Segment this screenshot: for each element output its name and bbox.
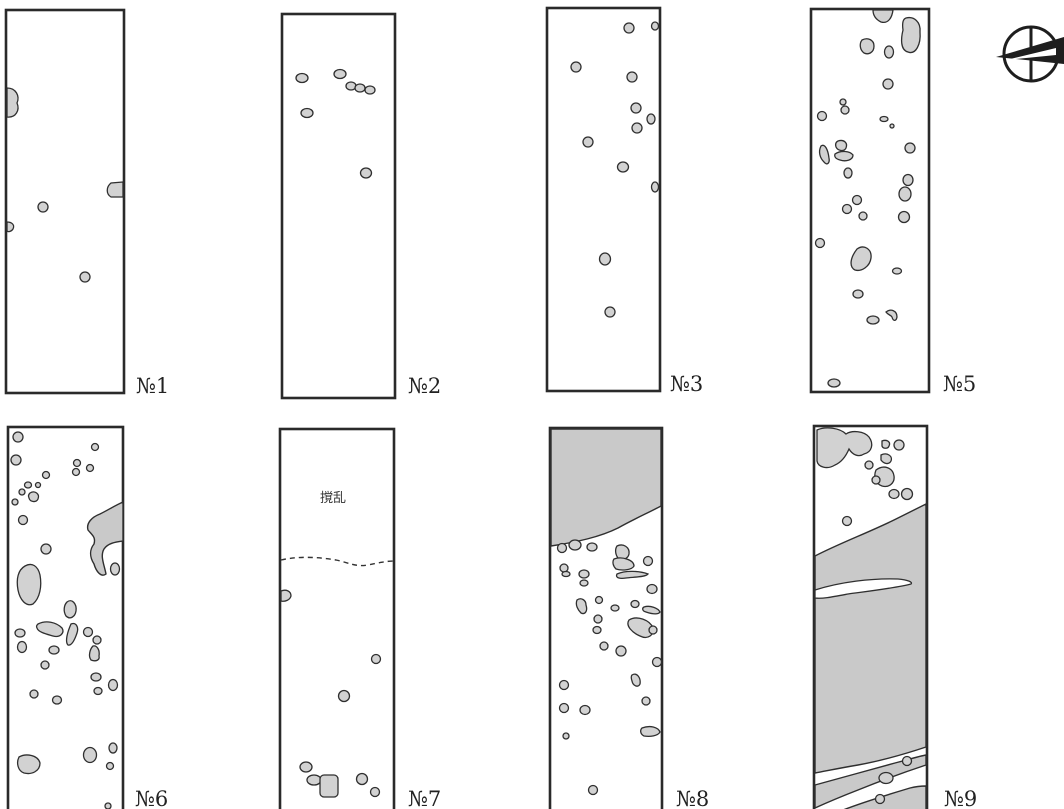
trench-6-deposit: [86, 500, 124, 576]
trench-8-deposit: [550, 428, 662, 547]
trench-1: №1: [4, 8, 169, 398]
trench-2-label: №2: [408, 374, 441, 398]
trench-3-frame: [545, 6, 662, 393]
trench-9-stones: [816, 427, 914, 805]
trench-5-frame: [809, 7, 931, 394]
trench-1-frame: [4, 8, 126, 395]
trench-2: №2: [280, 12, 441, 400]
trench-1-label: №1: [136, 374, 169, 398]
trench-8: №8: [548, 426, 709, 809]
trench-6-frame: [6, 425, 125, 809]
trench-6: №6: [6, 425, 168, 809]
trench-5-stones: [814, 9, 921, 388]
trench-9-deposit: [814, 502, 927, 809]
trench-5-label: №5: [943, 372, 976, 396]
trench-1-stones: [6, 87, 124, 283]
trench-3-stones: [570, 21, 660, 318]
trench-7-frame: [278, 427, 396, 809]
trench-7: 撹乱 №7: [278, 427, 441, 809]
north-arrow-icon: [996, 25, 1064, 83]
trench-3: №3: [545, 6, 703, 396]
trench-7-disturbance-boundary: [280, 556, 395, 567]
trench-7-stones: [280, 589, 382, 798]
trench-8-stones: [556, 539, 663, 796]
trench-6-stones: [10, 431, 121, 809]
trench-5: №5: [809, 7, 976, 396]
trench-8-label: №8: [676, 787, 709, 809]
trench-9: №9: [812, 424, 977, 809]
trench-7-label: №7: [408, 787, 441, 809]
trench-3-label: №3: [670, 372, 703, 396]
trench-6-label: №6: [135, 787, 168, 809]
trench-2-stones: [295, 68, 376, 179]
trench-9-label: №9: [944, 787, 977, 809]
trench-7-disturbance-label: 撹乱: [320, 491, 346, 506]
